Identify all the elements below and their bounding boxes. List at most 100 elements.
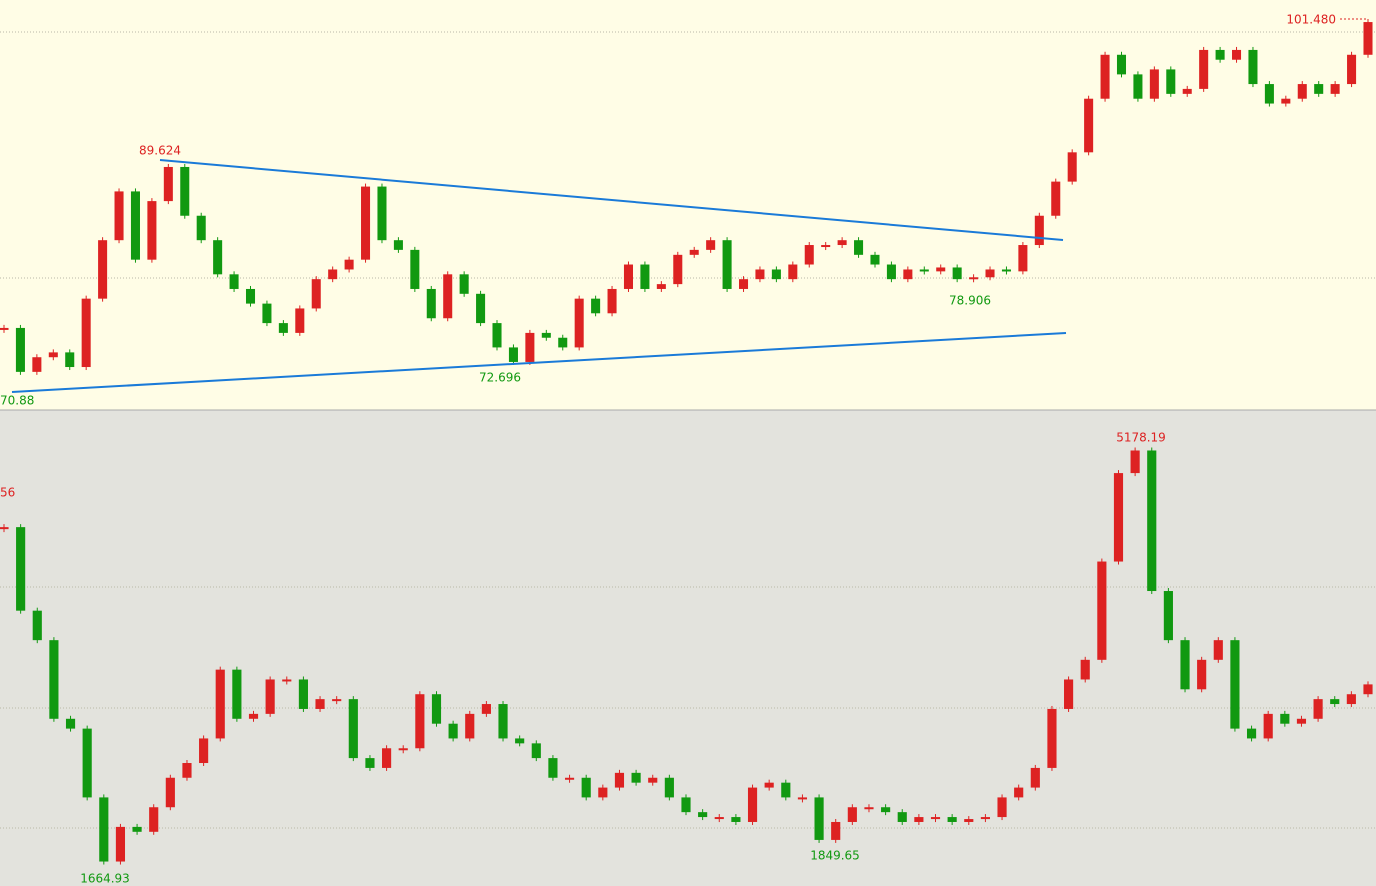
candle-body — [98, 240, 108, 299]
candle-body — [814, 797, 824, 840]
high-label: 5178.19 — [1116, 431, 1166, 445]
candle-body — [1215, 49, 1225, 60]
candle-body — [114, 191, 124, 241]
candle-body — [581, 777, 591, 798]
candle-body — [1199, 49, 1209, 89]
candle-body — [1363, 684, 1373, 695]
candle-body — [32, 357, 42, 372]
candle-body — [15, 327, 25, 372]
candle-body — [919, 269, 929, 272]
candle-body — [377, 186, 387, 241]
candle-body — [738, 279, 749, 289]
candle-body — [1330, 699, 1340, 705]
candle-body — [180, 166, 190, 216]
low-label: 1849.65 — [810, 849, 860, 863]
candle-body — [498, 704, 508, 739]
candle-body — [0, 327, 9, 330]
candle-body — [1001, 269, 1011, 272]
candle-body — [65, 352, 75, 368]
candle-body — [508, 347, 518, 362]
candle-body — [431, 694, 442, 724]
candle-body — [426, 288, 436, 319]
candle-body — [398, 748, 408, 751]
candle-body — [821, 245, 831, 248]
bottom-panel — [0, 410, 1376, 886]
candle-body — [1313, 699, 1323, 719]
candle-body — [1097, 561, 1107, 660]
candle-body — [681, 797, 691, 813]
candle-body — [1347, 54, 1357, 85]
candle-body — [1296, 718, 1307, 724]
candle-body — [831, 821, 841, 840]
candle-body — [0, 527, 9, 530]
candle-body — [465, 713, 475, 739]
candle-body — [574, 298, 584, 348]
candle-body — [591, 298, 601, 314]
candle-body — [295, 308, 305, 333]
candle-body — [1034, 215, 1044, 246]
candle-body — [781, 782, 791, 798]
candle-body — [714, 817, 724, 820]
candle-body — [229, 274, 239, 289]
candle-body — [32, 610, 42, 641]
candle-body — [1213, 640, 1223, 660]
candle-body — [130, 191, 140, 260]
candle-body — [328, 269, 338, 280]
candle-body — [1263, 713, 1273, 739]
candle-body — [656, 284, 666, 289]
candle-body — [515, 738, 525, 744]
candle-body — [262, 303, 272, 324]
candles — [0, 19, 1373, 865]
candle-body — [415, 694, 425, 749]
candle-body — [1197, 659, 1207, 690]
candle-body — [930, 817, 941, 820]
candle-body — [531, 743, 541, 759]
candle-body — [936, 267, 946, 272]
candle-body — [886, 264, 896, 280]
candle-body — [410, 249, 420, 289]
candle-body — [443, 274, 453, 319]
candle-body — [623, 264, 634, 289]
candle-body — [1018, 245, 1028, 272]
candle-body — [332, 699, 342, 702]
candle-body — [1163, 591, 1173, 641]
candle-body — [82, 728, 92, 798]
candle-body — [1166, 69, 1176, 94]
candle-body — [1133, 74, 1143, 99]
candle-body — [213, 240, 223, 275]
candle-body — [16, 527, 26, 611]
candle-body — [664, 777, 674, 798]
candle-body — [1051, 181, 1061, 216]
candle-body — [914, 817, 924, 822]
candle-body — [49, 640, 59, 719]
candle-body — [115, 826, 126, 862]
candle-body — [81, 298, 91, 368]
candle-body — [382, 748, 392, 768]
candle-body — [1030, 767, 1040, 788]
candle-body — [393, 240, 403, 250]
candle-body — [1230, 640, 1240, 729]
candle-body — [1280, 713, 1290, 724]
candle-body — [196, 215, 206, 241]
trend-line — [11, 332, 1067, 393]
candle-body — [897, 812, 907, 822]
candle-body — [1180, 640, 1190, 690]
candle-body — [1248, 49, 1258, 85]
candle-body — [1330, 84, 1340, 94]
candle-body — [1080, 659, 1090, 680]
candle-body — [1064, 679, 1074, 709]
candle-body — [788, 264, 798, 280]
candle-body — [648, 777, 658, 783]
candle-body — [1297, 84, 1307, 99]
candle-body — [199, 738, 209, 764]
candle-body — [837, 240, 847, 246]
candle-body — [1067, 152, 1077, 182]
candle-body — [881, 807, 891, 813]
candle-body — [640, 264, 650, 289]
candle-body — [525, 332, 535, 362]
candle-body — [747, 787, 758, 822]
candle-body — [282, 679, 292, 682]
trend-line — [159, 159, 1064, 241]
candle-body — [541, 332, 551, 338]
